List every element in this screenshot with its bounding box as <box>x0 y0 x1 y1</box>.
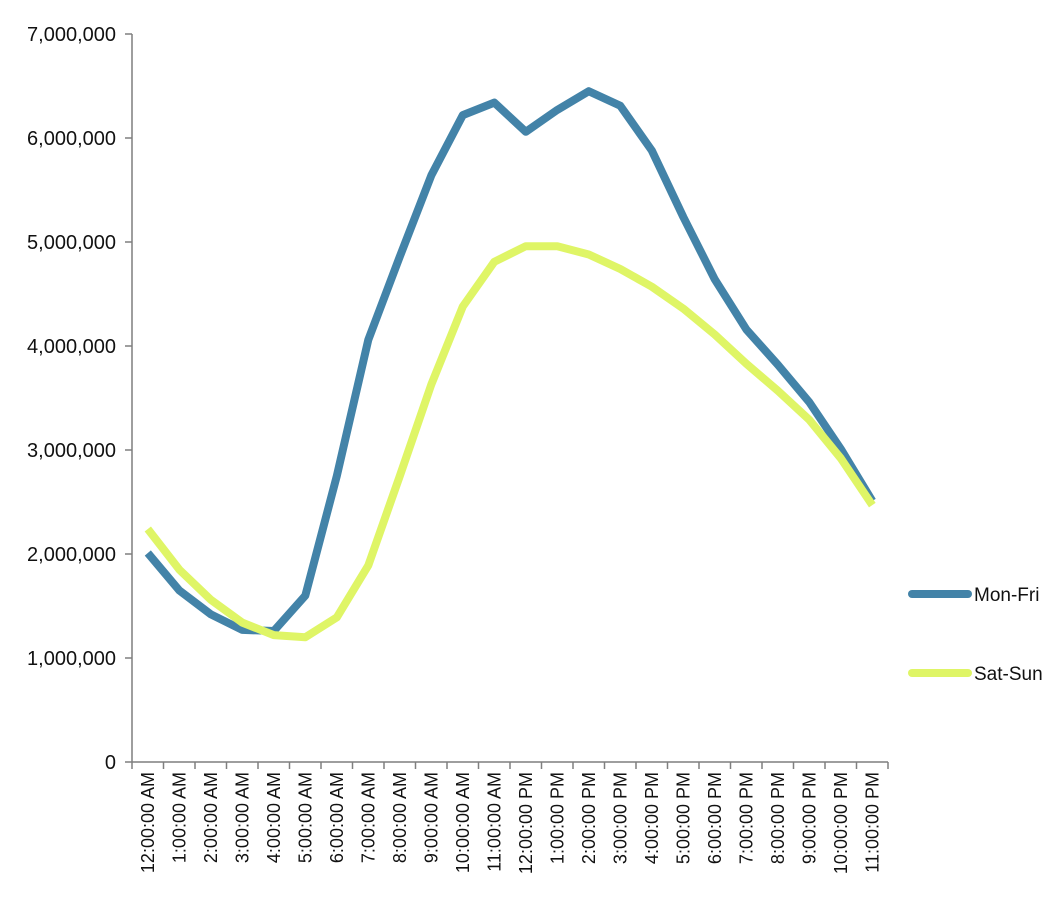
x-tick-label: 11:00:00 AM <box>484 772 504 872</box>
y-tick-label: 5,000,000 <box>27 232 116 254</box>
x-tick-label: 7:00:00 PM <box>736 772 756 864</box>
x-tick-label: 10:00:00 PM <box>831 772 851 874</box>
x-tick-label: 8:00:00 AM <box>390 772 410 863</box>
y-tick-label: 1,000,000 <box>27 648 116 670</box>
x-tick-label: 7:00:00 AM <box>358 772 378 863</box>
legend: Mon-Fri Sat-Sun <box>908 585 1043 685</box>
y-tick-label: 0 <box>105 752 116 774</box>
x-tick-label: 3:00:00 AM <box>232 772 252 863</box>
x-tick-label: 4:00:00 PM <box>642 772 662 864</box>
x-tick-label: 9:00:00 AM <box>421 772 441 863</box>
series-line-mon-fri <box>144 87 876 635</box>
series-lines <box>144 87 876 642</box>
legend-label-mon-fri: Mon-Fri <box>974 585 1039 606</box>
x-tick-label: 8:00:00 PM <box>768 772 788 864</box>
x-tick-label: 1:00:00 PM <box>547 772 567 864</box>
y-tick-label: 4,000,000 <box>27 336 116 358</box>
y-tick-label: 3,000,000 <box>27 440 116 462</box>
x-tick-label: 5:00:00 AM <box>295 772 315 863</box>
x-tick-label: 10:00:00 AM <box>453 772 473 873</box>
x-tick-label: 6:00:00 PM <box>705 772 725 864</box>
y-tick-label: 2,000,000 <box>27 544 116 566</box>
x-tick-label: 12:00:00 AM <box>138 772 158 873</box>
y-tick-label: 7,000,000 <box>27 24 116 46</box>
x-tick-label: 9:00:00 PM <box>799 772 819 864</box>
x-tick-label: 12:00:00 PM <box>516 772 536 874</box>
x-tick-label: 6:00:00 AM <box>327 772 347 863</box>
y-tick-label: 6,000,000 <box>27 128 116 150</box>
x-tick-label: 5:00:00 PM <box>673 772 693 864</box>
x-tick-label: 2:00:00 PM <box>579 772 599 864</box>
x-tick-label: 1:00:00 AM <box>169 772 189 863</box>
series-line-sat-sun <box>144 242 876 642</box>
legend-label-sat-sun: Sat-Sun <box>974 664 1043 685</box>
axes: 0 1,000,000 2,000,000 3,000,000 4,000,000 5,0… <box>27 24 889 874</box>
x-tick-label: 3:00:00 PM <box>610 772 630 864</box>
x-tick-label: 4:00:00 AM <box>264 772 284 863</box>
x-tick-label: 11:00:00 PM <box>862 772 882 873</box>
x-tick-label: 2:00:00 AM <box>201 772 221 863</box>
